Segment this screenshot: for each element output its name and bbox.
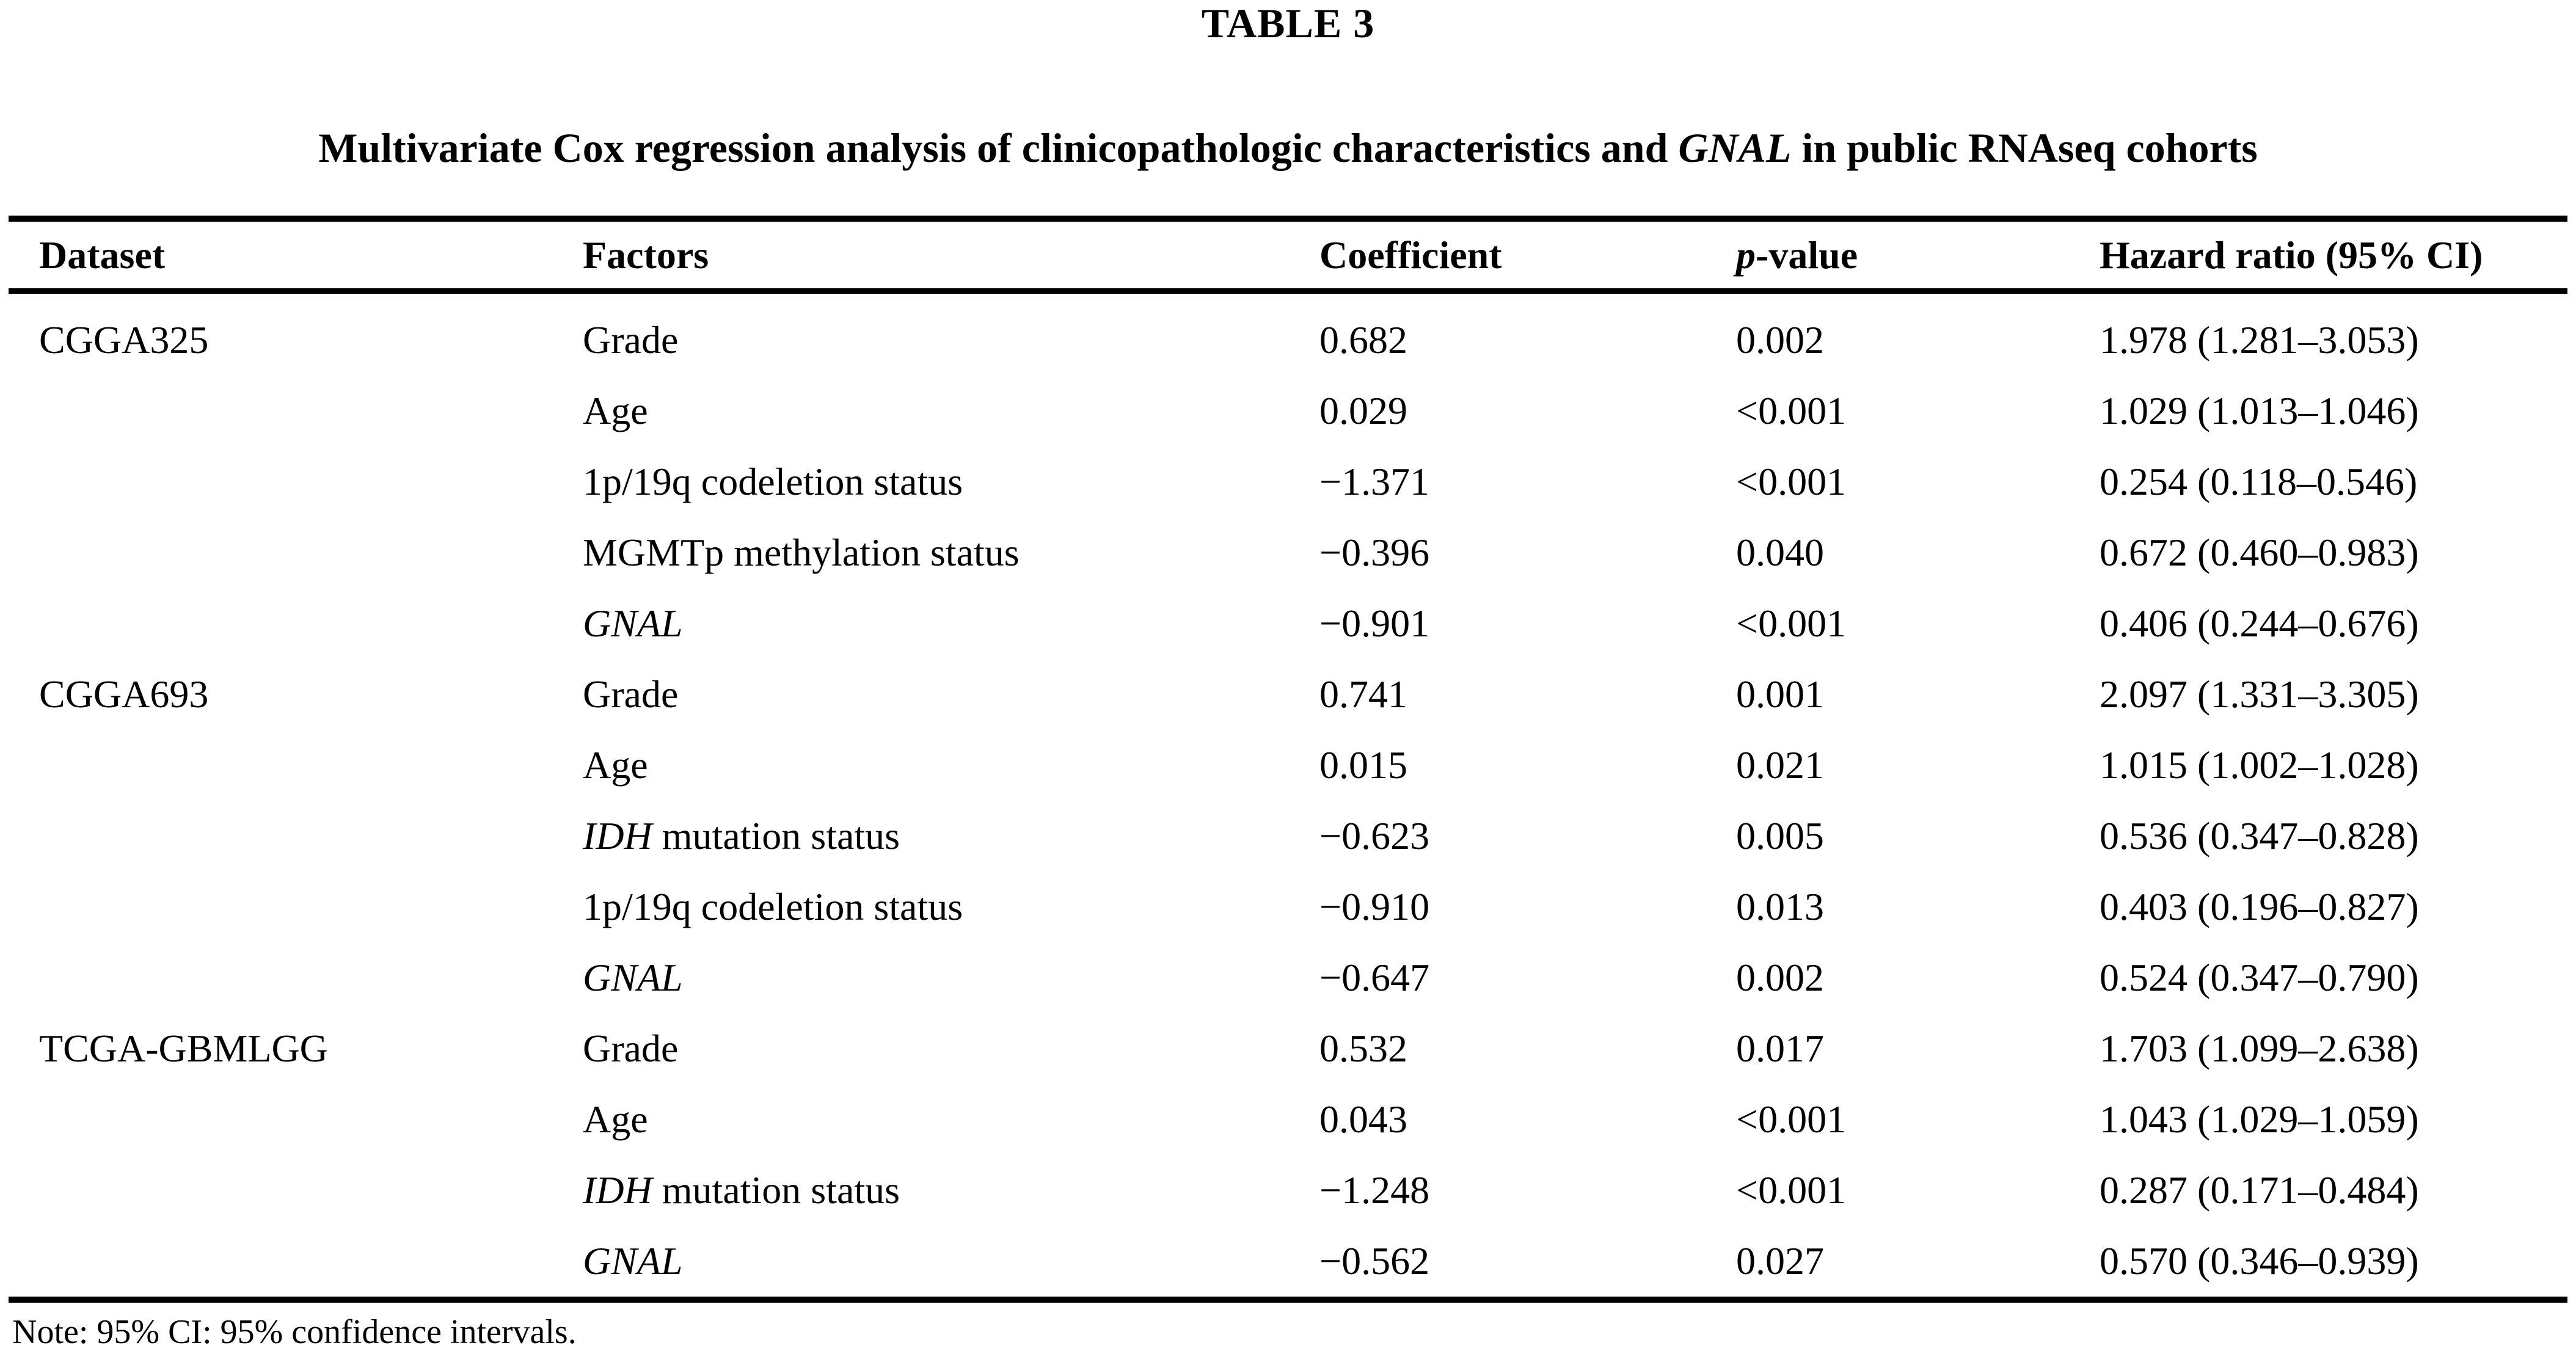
cell-p-value: 0.013	[1736, 885, 1824, 928]
table-row: TCGA-GBMLGG Grade 0.532 0.017 1.703 (1.0…	[9, 1013, 2567, 1084]
cell-hazard-ratio: 0.570 (0.346–0.939)	[2100, 1239, 2419, 1283]
cell-p-value: <0.001	[1736, 602, 1847, 645]
cell-factor: Age	[583, 389, 648, 432]
table-row: Age 0.015 0.021 1.015 (1.002–1.028)	[9, 730, 2567, 801]
cell-coefficient: −0.910	[1319, 885, 1430, 928]
table-row: GNAL −0.562 0.027 0.570 (0.346–0.939)	[9, 1226, 2567, 1297]
table-note: Note: 95% CI: 95% confidence intervals.	[12, 1313, 577, 1351]
cell-factor: IDH mutation status	[583, 1168, 900, 1212]
cell-factor: 1p/19q codeletion status	[583, 885, 963, 928]
cell-p-value: 0.002	[1736, 318, 1824, 362]
cell-hazard-ratio: 0.536 (0.347–0.828)	[2100, 814, 2419, 857]
column-header-p-value: p-value	[1736, 233, 1858, 277]
cell-factor: Grade	[583, 1027, 679, 1070]
cell-factor: GNAL	[583, 602, 683, 645]
cell-p-value: 0.017	[1736, 1027, 1824, 1070]
cell-hazard-ratio: 1.029 (1.013–1.046)	[2100, 389, 2419, 432]
cell-factor: GNAL	[583, 1239, 683, 1283]
table-row: 1p/19q codeletion status −1.371 <0.001 0…	[9, 446, 2567, 517]
table-row: GNAL −0.647 0.002 0.524 (0.347–0.790)	[9, 942, 2567, 1013]
cell-factor: Grade	[583, 672, 679, 716]
cell-p-value: 0.040	[1736, 531, 1824, 574]
table-body: CGGA325 Grade 0.682 0.002 1.978 (1.281–3…	[9, 294, 2567, 1297]
table-label: TABLE 3	[1201, 0, 1375, 46]
cell-coefficient: −1.248	[1319, 1168, 1430, 1212]
column-header-coefficient: Coefficient	[1319, 233, 1502, 277]
table-row: IDH mutation status −0.623 0.005 0.536 (…	[9, 801, 2567, 872]
table-rule-bottom	[9, 1297, 2567, 1303]
table-title: Multivariate Cox regression analysis of …	[318, 125, 2258, 171]
cell-coefficient: 0.043	[1319, 1097, 1407, 1141]
cell-coefficient: −0.562	[1319, 1239, 1430, 1283]
cell-hazard-ratio: 0.406 (0.244–0.676)	[2100, 602, 2419, 645]
table: Dataset Factors Coefficient p-value Haza…	[9, 216, 2567, 1352]
cell-p-value: 0.021	[1736, 743, 1824, 787]
cell-coefficient: −0.396	[1319, 531, 1430, 574]
cell-coefficient: 0.029	[1319, 389, 1407, 432]
table-rule-header	[9, 288, 2567, 294]
cell-dataset: CGGA693	[39, 672, 209, 716]
cell-factor: 1p/19q codeletion status	[583, 460, 963, 503]
cell-factor: MGMTp methylation status	[583, 531, 1020, 574]
cell-p-value: <0.001	[1736, 1168, 1847, 1212]
table-row: IDH mutation status −1.248 <0.001 0.287 …	[9, 1155, 2567, 1226]
cell-dataset: CGGA325	[39, 318, 209, 362]
cell-coefficient: −0.623	[1319, 814, 1430, 857]
table-row: GNAL −0.901 <0.001 0.406 (0.244–0.676)	[9, 588, 2567, 659]
cell-hazard-ratio: 0.254 (0.118–0.546)	[2100, 460, 2418, 503]
cell-coefficient: 0.532	[1319, 1027, 1407, 1070]
cell-coefficient: 0.741	[1319, 672, 1407, 716]
cell-p-value: 0.002	[1736, 956, 1824, 999]
cell-coefficient: 0.682	[1319, 318, 1407, 362]
cell-hazard-ratio: 1.703 (1.099–2.638)	[2100, 1027, 2419, 1070]
cell-hazard-ratio: 1.015 (1.002–1.028)	[2100, 743, 2419, 787]
table-row: MGMTp methylation status −0.396 0.040 0.…	[9, 517, 2567, 588]
cell-factor: Grade	[583, 318, 679, 362]
cell-hazard-ratio: 1.978 (1.281–3.053)	[2100, 318, 2419, 362]
cell-p-value: 0.001	[1736, 672, 1824, 716]
cell-coefficient: −0.647	[1319, 956, 1430, 999]
table-header-row: Dataset Factors Coefficient p-value Haza…	[9, 222, 2567, 288]
cell-p-value: <0.001	[1736, 389, 1847, 432]
cell-coefficient: 0.015	[1319, 743, 1407, 787]
cell-factor: GNAL	[583, 956, 683, 999]
column-header-hazard-ratio: Hazard ratio (95% CI)	[2100, 233, 2483, 277]
cell-hazard-ratio: 0.672 (0.460–0.983)	[2100, 531, 2419, 574]
column-header-dataset: Dataset	[39, 233, 166, 277]
cell-hazard-ratio: 2.097 (1.331–3.305)	[2100, 672, 2419, 716]
cell-factor: Age	[583, 743, 648, 787]
cell-hazard-ratio: 0.287 (0.171–0.484)	[2100, 1168, 2419, 1212]
table-row: Age 0.029 <0.001 1.029 (1.013–1.046)	[9, 376, 2567, 446]
cell-coefficient: −0.901	[1319, 602, 1430, 645]
cell-dataset: TCGA-GBMLGG	[39, 1027, 328, 1070]
cell-p-value: 0.005	[1736, 814, 1824, 857]
cell-factor: Age	[583, 1097, 648, 1141]
cell-hazard-ratio: 1.043 (1.029–1.059)	[2100, 1097, 2419, 1141]
cell-coefficient: −1.371	[1319, 460, 1430, 503]
table-row: 1p/19q codeletion status −0.910 0.013 0.…	[9, 872, 2567, 942]
cell-p-value: 0.027	[1736, 1239, 1824, 1283]
column-header-factors: Factors	[583, 233, 709, 277]
cell-hazard-ratio: 0.403 (0.196–0.827)	[2100, 885, 2419, 928]
table-row: CGGA325 Grade 0.682 0.002 1.978 (1.281–3…	[9, 305, 2567, 376]
cell-p-value: <0.001	[1736, 1097, 1847, 1141]
table-row: Age 0.043 <0.001 1.043 (1.029–1.059)	[9, 1084, 2567, 1155]
cell-hazard-ratio: 0.524 (0.347–0.790)	[2100, 956, 2419, 999]
table-rule-top	[9, 216, 2567, 222]
table-row: CGGA693 Grade 0.741 0.001 2.097 (1.331–3…	[9, 659, 2567, 730]
cell-factor: IDH mutation status	[583, 814, 900, 857]
cell-p-value: <0.001	[1736, 460, 1847, 503]
